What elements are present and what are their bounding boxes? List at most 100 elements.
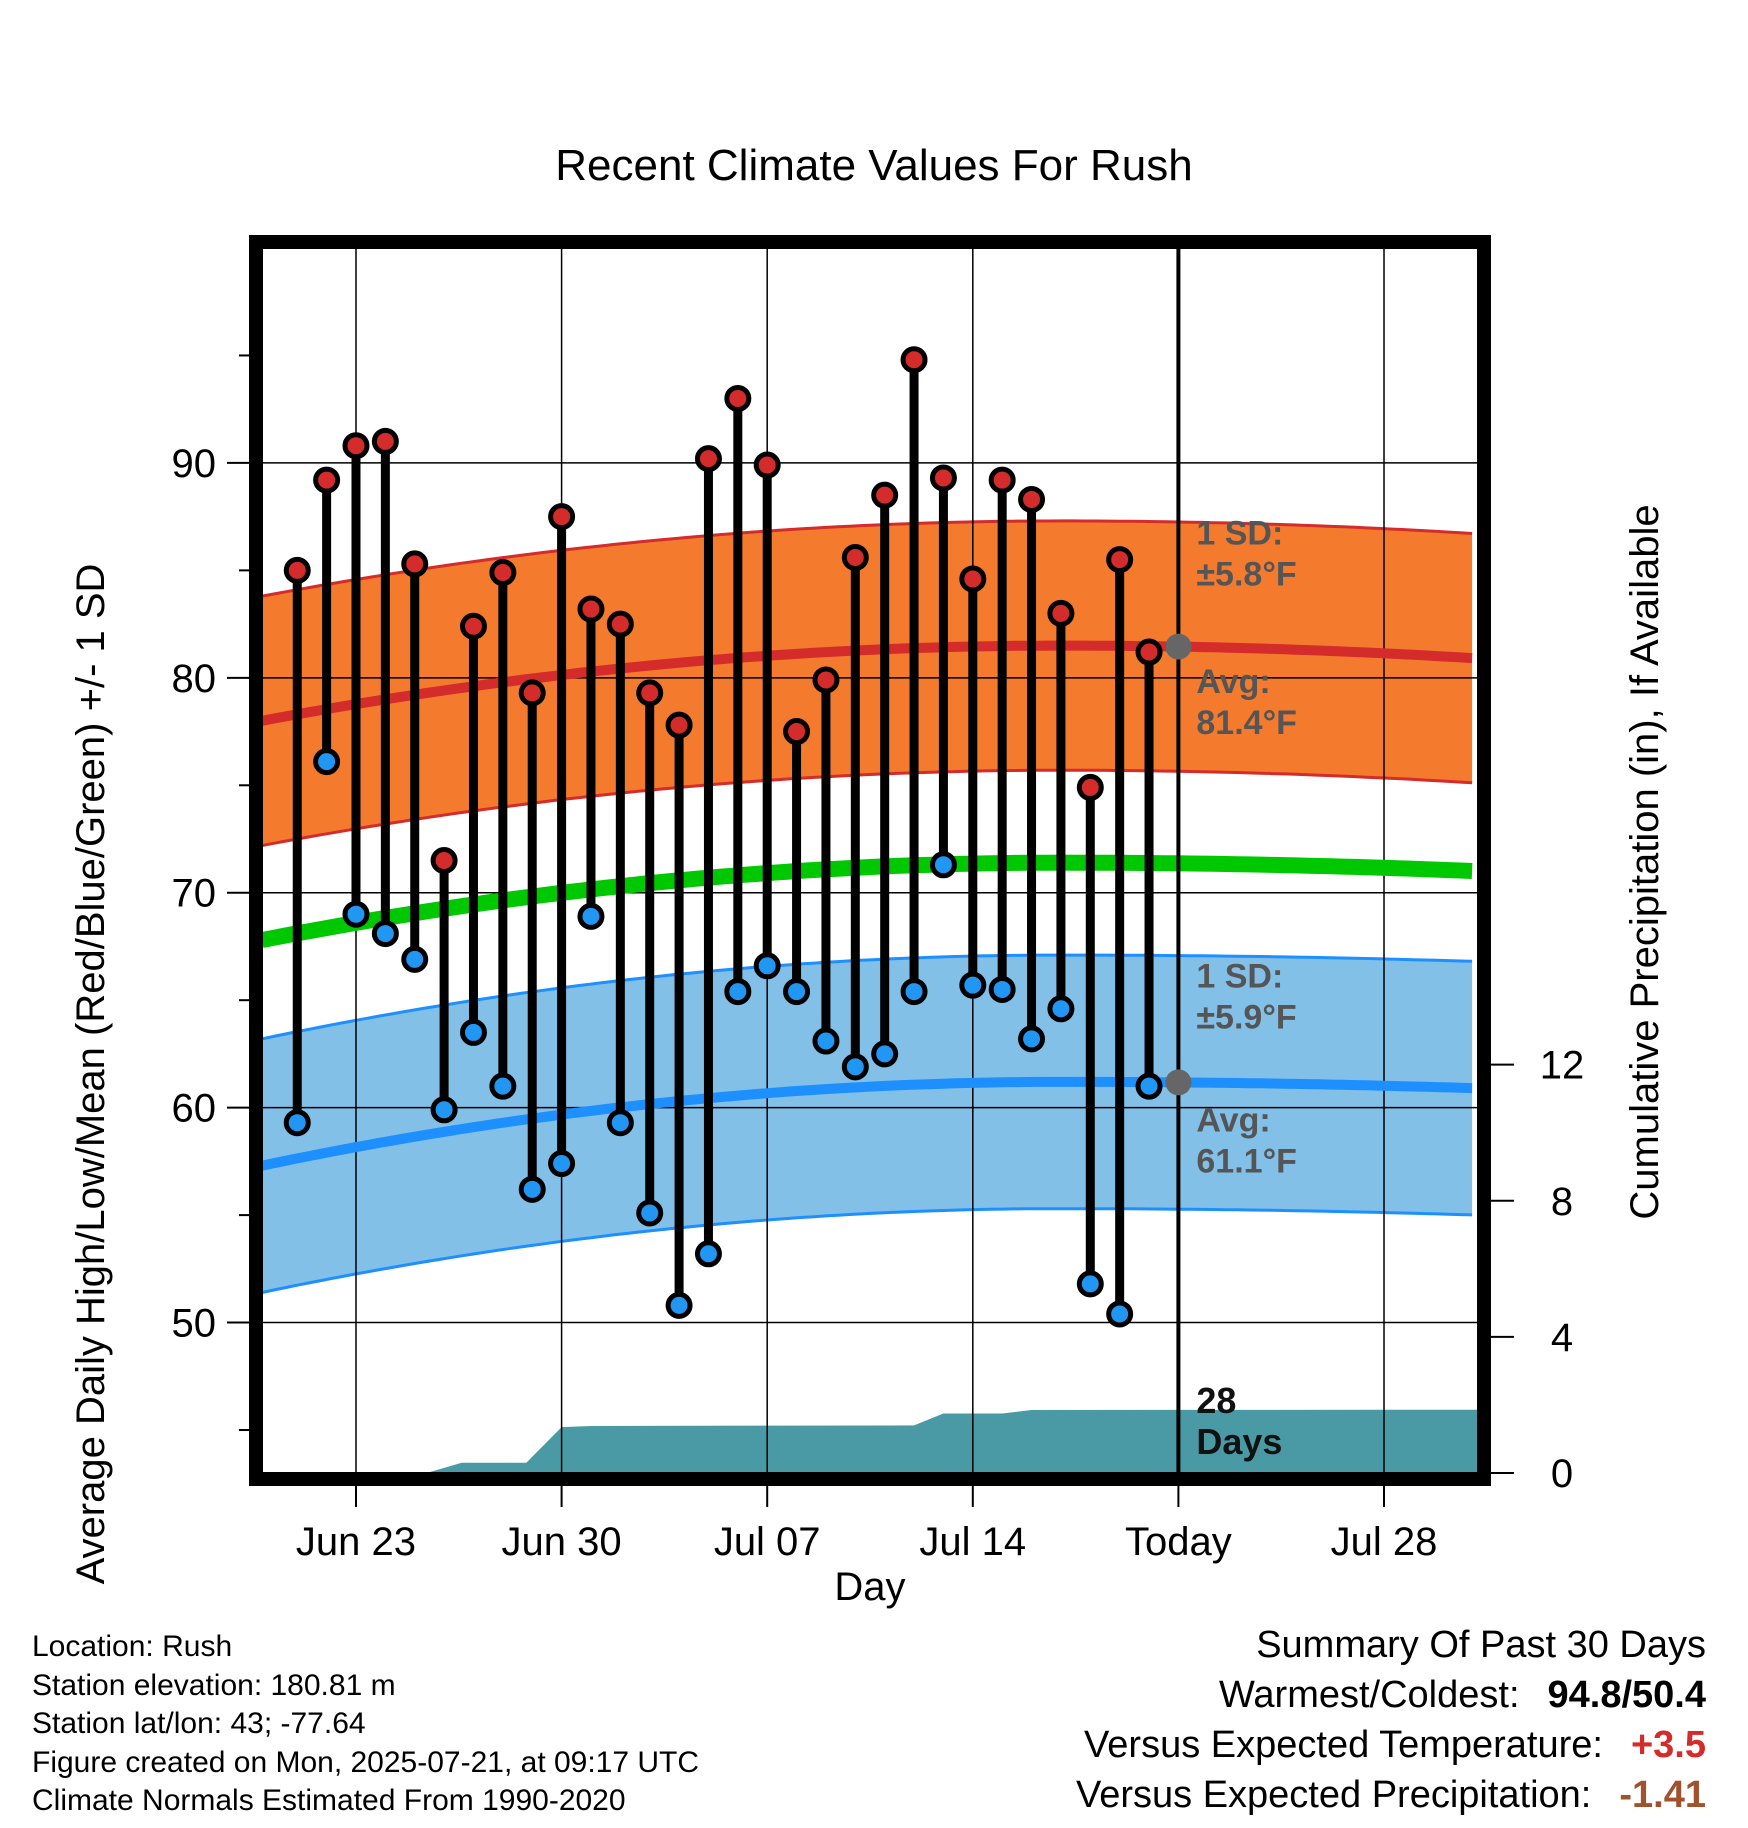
high-point bbox=[1076, 773, 1104, 801]
low-point bbox=[1018, 1025, 1046, 1053]
low-point bbox=[694, 1240, 722, 1268]
warm-cold-label: Warmest/Coldest: bbox=[1218, 1674, 1520, 1716]
low-point bbox=[1106, 1300, 1134, 1328]
warm-cold-row: Warmest/Coldest: 94.8/50.4 bbox=[1076, 1670, 1706, 1720]
low-point bbox=[871, 1040, 899, 1068]
high-point bbox=[1047, 599, 1075, 627]
y2-tick-label: 8 bbox=[1551, 1180, 1573, 1224]
low-point bbox=[518, 1175, 546, 1203]
high-point bbox=[841, 543, 869, 571]
chart-title: Recent Climate Values For Rush bbox=[555, 141, 1192, 190]
high-point bbox=[783, 718, 811, 746]
high-avg-annotation: Avg: 81.4°F bbox=[1196, 663, 1297, 742]
low-point bbox=[988, 975, 1016, 1003]
low-point bbox=[401, 945, 429, 973]
temp-value: +3.5 bbox=[1630, 1724, 1706, 1766]
high-point bbox=[548, 503, 576, 531]
summary-heading: Summary Of Past 30 Days bbox=[1256, 1624, 1706, 1666]
temp-label: Versus Expected Temperature: bbox=[1084, 1724, 1603, 1766]
high-sd-upper-edge bbox=[262, 519, 1473, 598]
y-tick-label: 50 bbox=[172, 1302, 217, 1346]
high-point bbox=[1135, 638, 1163, 666]
elevation-text: Station elevation: 180.81 m bbox=[32, 1668, 396, 1702]
precip-value: -1.41 bbox=[1619, 1774, 1706, 1816]
high-point bbox=[371, 427, 399, 455]
low-point bbox=[430, 1096, 458, 1124]
plot-content: 1 SD: ±5.8°F Avg: 81.4°F 1 SD: ±5.9°F Avg: 61.1… bbox=[262, 248, 1478, 1473]
y-tick-label: 60 bbox=[172, 1087, 217, 1131]
low-point bbox=[489, 1072, 517, 1100]
high-point bbox=[283, 556, 311, 584]
y2-tick-label: 0 bbox=[1551, 1452, 1573, 1496]
high-point bbox=[459, 612, 487, 640]
high-point bbox=[577, 595, 605, 623]
x-axis-label: Day bbox=[834, 1565, 905, 1609]
temp-row: Versus Expected Temperature: +3.5 bbox=[1076, 1720, 1706, 1770]
high-point bbox=[430, 847, 458, 874]
x-tick-label: Jul 28 bbox=[1331, 1520, 1438, 1564]
normals-text: Climate Normals Estimated From 1990-2020 bbox=[32, 1784, 626, 1817]
y2-tick-label: 12 bbox=[1540, 1044, 1585, 1088]
y-tick-label: 90 bbox=[172, 442, 217, 486]
high-point bbox=[1018, 485, 1046, 513]
low-point bbox=[548, 1150, 576, 1178]
high-point bbox=[753, 451, 781, 479]
low-point bbox=[724, 978, 752, 1006]
low-sd-annotation: 1 SD: ±5.9°F bbox=[1196, 957, 1296, 1036]
precip-days-annotation: 28 Days bbox=[1196, 1380, 1282, 1462]
location-text: Location: Rush bbox=[32, 1630, 233, 1663]
low-point bbox=[283, 1109, 311, 1137]
low-point bbox=[636, 1199, 664, 1227]
low-point bbox=[1135, 1072, 1163, 1100]
high-point bbox=[1106, 546, 1134, 574]
high-point bbox=[401, 550, 429, 578]
latlon-text: Station lat/lon: 43; -77.64 bbox=[32, 1707, 366, 1740]
mean-avg-line bbox=[262, 854, 1473, 948]
low-point bbox=[812, 1027, 840, 1055]
y2-tick-label: 4 bbox=[1551, 1316, 1573, 1360]
warm-cold-value: 94.8/50.4 bbox=[1547, 1674, 1706, 1716]
x-tick-label: Jun 23 bbox=[296, 1520, 416, 1564]
today-low-normal-marker bbox=[1165, 1069, 1192, 1096]
plot-area: 1 SD: ±5.8°F Avg: 81.4°F 1 SD: ±5.9°F Avg: 61.1… bbox=[172, 235, 1585, 1564]
x-tick-label: Jul 14 bbox=[919, 1520, 1026, 1564]
low-point bbox=[342, 900, 370, 928]
high-point bbox=[812, 666, 840, 694]
low-point bbox=[665, 1291, 693, 1319]
high-point bbox=[694, 445, 722, 473]
low-sd-upper-edge bbox=[262, 953, 1473, 1041]
x-tick-label: Jul 07 bbox=[714, 1520, 821, 1564]
low-point bbox=[371, 920, 399, 948]
low-point bbox=[783, 978, 811, 1006]
precip-row: Versus Expected Precipitation: -1.41 bbox=[1076, 1770, 1706, 1820]
created-text: Figure created on Mon, 2025-07-21, at 09… bbox=[32, 1745, 700, 1779]
low-point bbox=[577, 902, 605, 930]
low-avg-line bbox=[262, 1076, 1473, 1171]
low-point bbox=[900, 978, 928, 1006]
low-point bbox=[313, 748, 341, 776]
y-tick-label: 80 bbox=[172, 657, 217, 701]
high-point bbox=[636, 679, 664, 707]
summary-panel: Summary Of Past 30 Days Warmest/Coldest:… bbox=[1076, 1620, 1706, 1820]
precip-label: Versus Expected Precipitation: bbox=[1075, 1774, 1592, 1816]
high-point bbox=[929, 464, 957, 492]
high-point bbox=[988, 466, 1016, 494]
high-point bbox=[606, 610, 634, 638]
low-sd-lower-edge bbox=[262, 1207, 1473, 1294]
high-point bbox=[724, 384, 752, 412]
station-info: Location: Rush Station elevation: 180.81… bbox=[32, 1628, 699, 1821]
x-tick-label: Today bbox=[1125, 1520, 1232, 1564]
high-point bbox=[489, 559, 517, 587]
precip-area bbox=[267, 1409, 1478, 1473]
high-point bbox=[665, 711, 693, 739]
y-axis-label: Average Daily High/Low/Mean (Red/Blue/Gr… bbox=[69, 564, 113, 1585]
low-point bbox=[929, 851, 957, 879]
low-avg-annotation: Avg: 61.1°F bbox=[1196, 1101, 1297, 1180]
high-point bbox=[900, 346, 928, 374]
high-avg-line bbox=[262, 640, 1473, 726]
low-point bbox=[606, 1109, 634, 1137]
y-tick-label: 70 bbox=[172, 872, 217, 916]
today-high-normal-marker bbox=[1165, 633, 1192, 660]
low-point bbox=[1047, 995, 1075, 1023]
low-point bbox=[459, 1018, 487, 1046]
